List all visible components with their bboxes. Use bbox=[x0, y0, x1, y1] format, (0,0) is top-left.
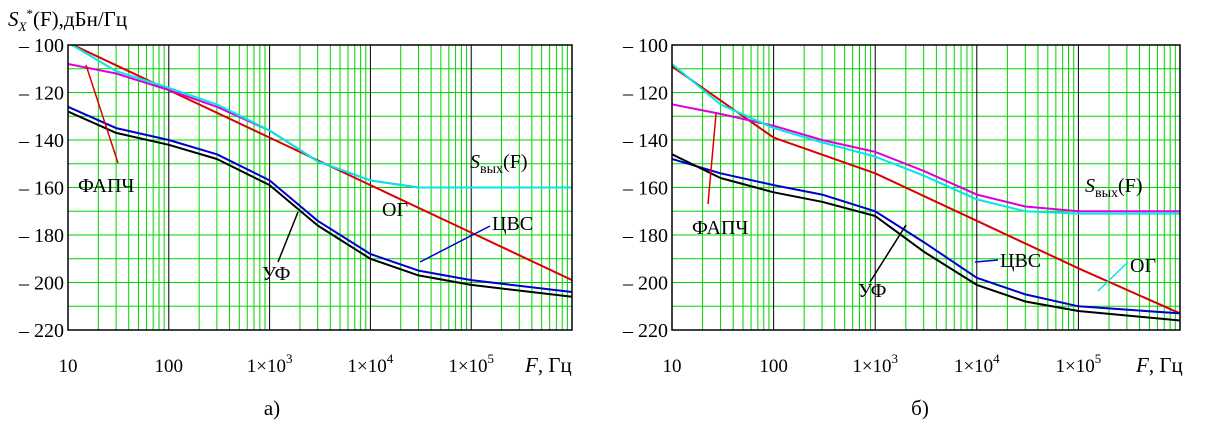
chart-panel: – 100 – 120 – 140 – 160 – 180 – 200 – 220 10 100… bbox=[18, 35, 573, 420]
series-annotation: УФ bbox=[858, 280, 886, 302]
y-tick-label: – 220 bbox=[18, 320, 64, 342]
series-line bbox=[672, 153, 1180, 322]
x-tick-label: 10 bbox=[59, 356, 78, 377]
y-tick-label: – 220 bbox=[622, 320, 668, 342]
series-line bbox=[672, 103, 1180, 213]
series-line bbox=[68, 110, 572, 298]
y-tick-label: – 180 bbox=[622, 225, 668, 247]
series-annotation: ОГ bbox=[1130, 255, 1156, 277]
y-axis-subscript: X bbox=[18, 19, 27, 35]
x-tick-label: 100 bbox=[759, 356, 788, 377]
series-annotation: ЦВС bbox=[492, 213, 533, 235]
x-tick-label: 10 bbox=[663, 356, 682, 377]
y-tick-label: – 180 bbox=[18, 225, 64, 247]
y-tick-label: – 200 bbox=[18, 273, 64, 295]
chart-panel: – 100 – 120 – 140 – 160 – 180 – 200 – 220 10 100… bbox=[622, 35, 1183, 420]
series-line bbox=[68, 105, 572, 293]
annotation-leader bbox=[419, 225, 491, 263]
x-tick-label: 1×105 bbox=[1056, 351, 1102, 377]
x-tick-label: 1×105 bbox=[448, 351, 494, 377]
x-axis-label: F, Гц bbox=[524, 353, 572, 377]
annotation-leader bbox=[1097, 261, 1129, 292]
y-axis-title: SX*(F),дБн/Гц bbox=[8, 6, 127, 35]
annotation-leader bbox=[85, 64, 119, 164]
annotation-leader bbox=[277, 211, 299, 263]
y-axis-symbol: S bbox=[8, 7, 19, 31]
y-tick-label: – 140 bbox=[622, 130, 668, 152]
y-axis-unit: (F),дБн/Гц bbox=[32, 7, 128, 31]
annotation-leader bbox=[869, 224, 907, 283]
panel-label: б) bbox=[911, 396, 929, 420]
y-tick-label: – 100 bbox=[18, 35, 64, 57]
series-annotation: УФ bbox=[262, 263, 290, 285]
x-tick-label: 100 bbox=[155, 356, 184, 377]
series-line bbox=[672, 63, 1180, 215]
series-annotation: Sвых(F) bbox=[1085, 175, 1142, 201]
x-tick-label: 1×103 bbox=[247, 351, 293, 377]
y-axis-superscript: * bbox=[26, 6, 33, 21]
series-annotation: ЦВС bbox=[1000, 250, 1041, 272]
y-tick-label: – 100 bbox=[622, 35, 668, 57]
series-annotation: Sвых(F) bbox=[470, 151, 527, 177]
x-tick-label: 1×104 bbox=[954, 351, 1000, 377]
x-tick-label: 1×104 bbox=[348, 351, 394, 377]
x-axis-label: F, Гц bbox=[1135, 353, 1183, 377]
panel-label: а) bbox=[264, 396, 280, 420]
series-line bbox=[70, 45, 572, 189]
plot-frame bbox=[67, 44, 573, 331]
y-tick-label: – 140 bbox=[18, 130, 64, 152]
plot-frame bbox=[671, 44, 1181, 331]
series-annotation: ФАПЧ bbox=[78, 175, 134, 197]
y-tick-label: – 160 bbox=[622, 178, 668, 200]
y-tick-label: – 200 bbox=[622, 273, 668, 295]
y-tick-label: – 120 bbox=[18, 83, 64, 105]
series-line bbox=[672, 158, 1180, 315]
annotation-leader bbox=[707, 113, 717, 205]
x-tick-label: 1×103 bbox=[852, 351, 898, 377]
series-annotation: ОГ bbox=[382, 199, 408, 221]
y-tick-label: – 160 bbox=[18, 178, 64, 200]
series-line bbox=[672, 65, 1180, 315]
annotation-leader bbox=[974, 259, 999, 263]
y-tick-label: – 120 bbox=[622, 83, 668, 105]
series-annotation: ФАПЧ bbox=[692, 217, 748, 239]
